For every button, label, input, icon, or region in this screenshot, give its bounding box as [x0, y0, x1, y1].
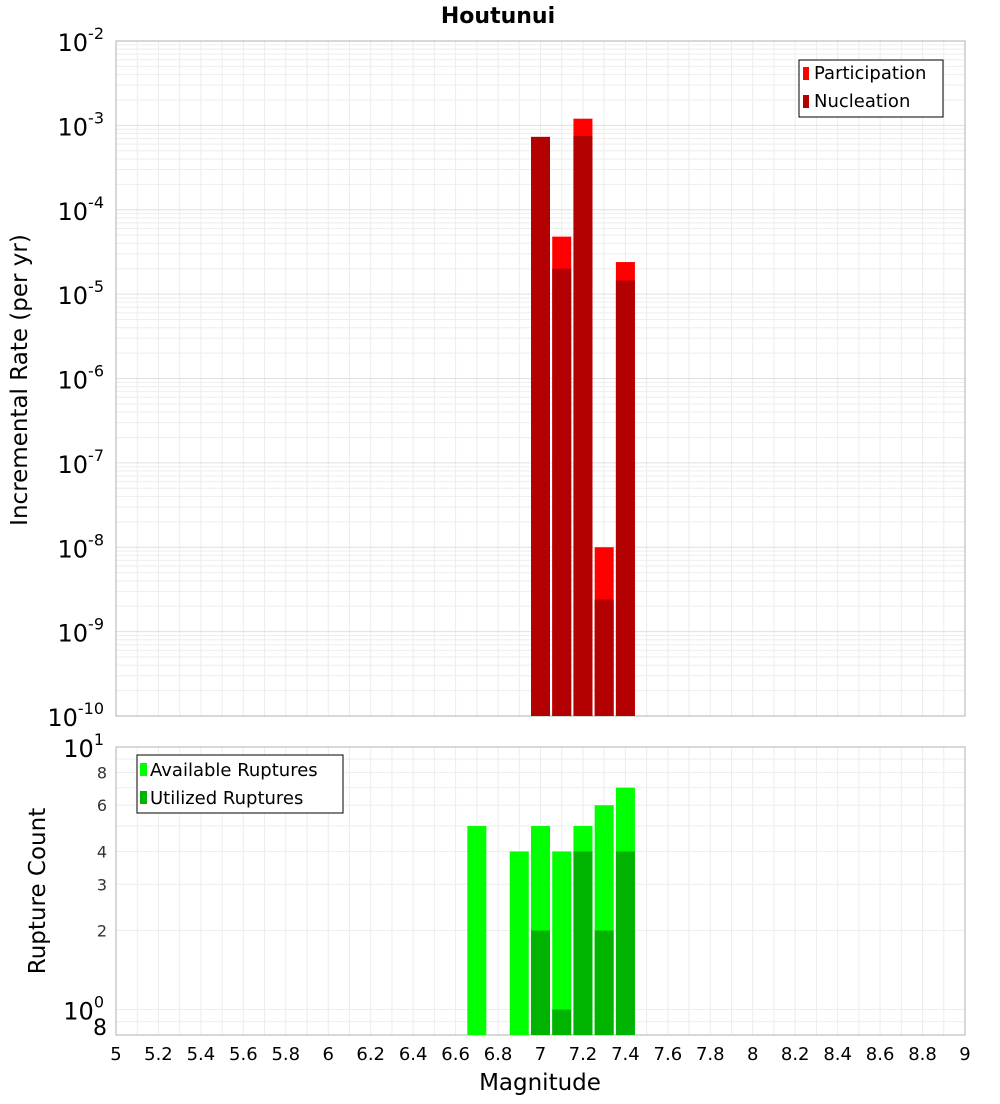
utilized-ruptures-bar	[531, 930, 550, 1035]
x-axis-label: Magnitude	[479, 1070, 601, 1096]
utilized-ruptures-bar	[594, 930, 614, 1035]
top-y-tick-label: 10-8	[58, 530, 105, 563]
bottom-bars	[467, 787, 635, 1035]
x-tick-label: 7.2	[569, 1044, 598, 1065]
bottom-y-tick-label-minor: 6	[97, 796, 107, 815]
x-tick-label: 8.2	[781, 1044, 810, 1065]
bottom-y-tick-label-minor: 3	[97, 875, 107, 894]
x-tick-label: 6	[323, 1044, 334, 1065]
x-tick-label: 7.6	[654, 1044, 683, 1065]
x-tick-label: 6.2	[356, 1044, 385, 1065]
top-y-tick-label: 10-2	[58, 24, 105, 57]
x-tick-label: 7.8	[696, 1044, 725, 1065]
bottom-y-tick-label-minor: 8	[97, 763, 107, 782]
utilized-ruptures-bar	[573, 851, 593, 1035]
bottom-legend-box	[136, 754, 344, 814]
x-tick-label: 7	[535, 1044, 546, 1065]
bottom-y-tick-label-minor: 4	[97, 842, 107, 861]
available-ruptures-bar	[509, 851, 529, 1035]
bottom-y-tick-label-minor: 2	[97, 922, 107, 941]
legend-label-utilized: Utilized Ruptures	[150, 788, 303, 809]
bottom-y-tick-label-major: 100	[63, 993, 104, 1026]
x-tick-label: 7.4	[611, 1044, 640, 1065]
x-tick-label: 5.6	[229, 1044, 258, 1065]
x-tick-label: 6.8	[484, 1044, 513, 1065]
legend-swatch-nucleation	[803, 95, 809, 108]
x-tick-label: 5	[110, 1044, 121, 1065]
x-tick-labels: 5 5.2 5.4 5.6 5.8 6 6.2 6.4 6.6 6.8 7 7.2 7.4 7.6 7.8 8…	[110, 1044, 970, 1065]
top-y-tick-label: 10-5	[58, 277, 105, 310]
x-tick-label: 8.6	[866, 1044, 895, 1065]
top-y-tick-labels: 10-2 10-3 10-4 10-5 10-6 10-7 10-8 10-9 10-10	[47, 24, 104, 732]
top-y-tick-label: 10-3	[58, 108, 105, 141]
nucleation-bar	[552, 268, 572, 716]
top-y-axis-label: Incremental Rate (per yr)	[7, 234, 33, 526]
bottom-y-tick-label-minor: 8	[93, 1016, 107, 1041]
bottom-legend: Available Ruptures Utilized Ruptures	[136, 754, 344, 814]
utilized-ruptures-bar	[615, 851, 635, 1035]
available-ruptures-bar	[552, 851, 572, 1035]
top-legend: Participation Nucleation	[798, 59, 944, 118]
legend-swatch-available	[140, 763, 147, 776]
x-tick-label: 5.4	[187, 1044, 216, 1065]
x-tick-label: 8.8	[908, 1044, 937, 1065]
legend-swatch-participation	[803, 67, 809, 80]
nucleation-bar	[531, 136, 550, 717]
top-y-tick-label: 10-7	[58, 446, 105, 479]
top-y-tick-label: 10-4	[58, 193, 105, 226]
top-y-tick-label: 10-9	[58, 615, 105, 648]
x-tick-label: 5.8	[271, 1044, 300, 1065]
x-tick-label: 8	[747, 1044, 758, 1065]
x-tick-label: 8.4	[823, 1044, 852, 1065]
x-tick-label: 6.6	[441, 1044, 470, 1065]
nucleation-bar	[573, 135, 593, 717]
legend-swatch-utilized	[140, 791, 147, 804]
top-bars	[531, 118, 635, 717]
available-ruptures-bar	[467, 826, 487, 1035]
nucleation-bar	[594, 599, 614, 716]
x-tick-label: 6.4	[399, 1044, 428, 1065]
x-tick-label: 9	[959, 1044, 970, 1065]
utilized-ruptures-bar	[552, 1009, 572, 1035]
nucleation-bar	[615, 280, 635, 716]
legend-label-nucleation: Nucleation	[814, 91, 910, 112]
chart-title: Houtunui	[441, 4, 555, 29]
top-legend-box	[798, 59, 944, 118]
legend-label-available: Available Ruptures	[150, 760, 318, 781]
legend-label-participation: Participation	[814, 63, 926, 84]
x-tick-label: 5.2	[144, 1044, 173, 1065]
bottom-y-tick-label-major: 101	[63, 730, 104, 763]
top-y-tick-label: 10-10	[47, 699, 104, 732]
bottom-y-axis-label: Rupture Count	[25, 808, 51, 974]
top-y-tick-label: 10-6	[58, 362, 105, 395]
